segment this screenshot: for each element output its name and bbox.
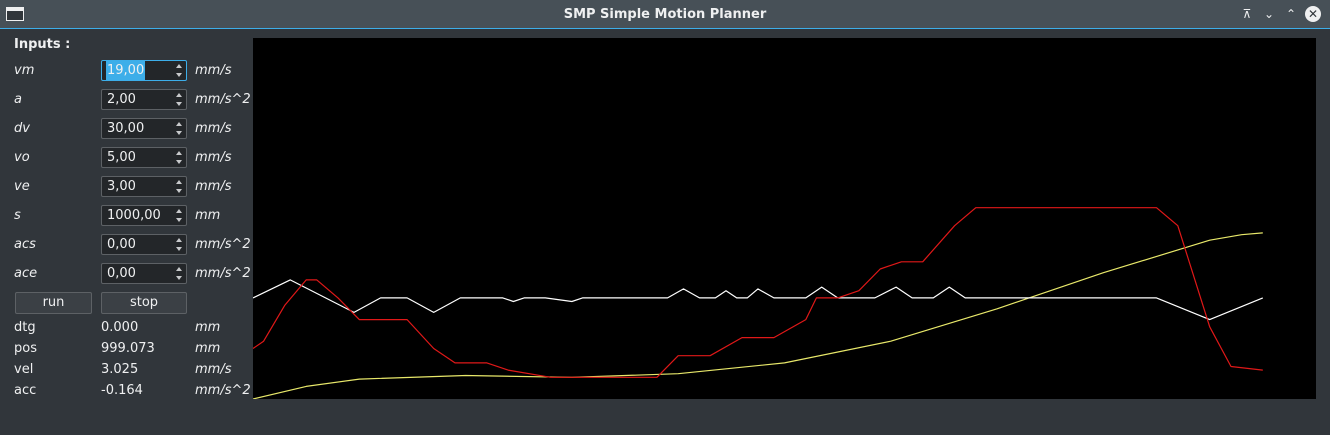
param-name-ve: ve bbox=[14, 179, 30, 194]
titlebar: SMP Simple Motion Planner ⊼ ⌄ ⌃ ✕ bbox=[0, 0, 1330, 29]
a-value: 2,00 bbox=[107, 92, 136, 107]
param-unit-vo: mm/s bbox=[195, 150, 232, 165]
keep-above-icon[interactable]: ⊼ bbox=[1242, 7, 1252, 21]
dv-spinbox[interactable]: 30,00 bbox=[101, 118, 187, 139]
param-unit-s: mm bbox=[195, 208, 221, 223]
param-unit-dv: mm/s bbox=[195, 121, 232, 136]
output-name-pos: pos bbox=[14, 341, 37, 356]
param-name-acs: acs bbox=[14, 237, 36, 252]
spin-arrows-icon[interactable] bbox=[175, 208, 184, 223]
output-unit-acc: mm/s^2 bbox=[195, 383, 251, 398]
spin-arrows-icon[interactable] bbox=[175, 150, 184, 165]
ve-value: 3,00 bbox=[107, 179, 136, 194]
velocity-curve bbox=[253, 207, 1263, 378]
ve-spinbox[interactable]: 3,00 bbox=[101, 176, 187, 197]
output-name-acc: acc bbox=[14, 383, 37, 398]
maximize-icon[interactable]: ⌃ bbox=[1285, 7, 1297, 21]
dv-value: 30,00 bbox=[107, 121, 145, 136]
motion-plot bbox=[253, 38, 1316, 399]
param-unit-a: mm/s^2 bbox=[195, 92, 251, 107]
spin-arrows-icon[interactable] bbox=[175, 179, 184, 194]
param-unit-vm: mm/s bbox=[195, 63, 232, 78]
plot-canvas bbox=[253, 207, 1264, 399]
output-name-vel: vel bbox=[14, 362, 34, 377]
vo-value: 5,00 bbox=[107, 150, 136, 165]
acceleration-curve bbox=[253, 279, 1264, 321]
s-value: 1000,00 bbox=[107, 208, 161, 223]
spin-arrows-icon[interactable] bbox=[175, 266, 184, 281]
spin-arrows-icon[interactable] bbox=[175, 121, 184, 136]
acs-value: 0,00 bbox=[107, 237, 136, 252]
param-name-a: a bbox=[14, 92, 22, 107]
output-unit-vel: mm/s bbox=[195, 362, 232, 377]
minimize-icon[interactable]: ⌄ bbox=[1263, 7, 1275, 21]
param-unit-ve: mm/s bbox=[195, 179, 232, 194]
position-curve bbox=[253, 232, 1263, 399]
a-spinbox[interactable]: 2,00 bbox=[101, 89, 187, 110]
inputs-heading: Inputs : bbox=[14, 37, 71, 52]
ace-value: 0,00 bbox=[107, 266, 136, 281]
vo-spinbox[interactable]: 5,00 bbox=[101, 147, 187, 168]
window-title: SMP Simple Motion Planner bbox=[563, 7, 767, 22]
vm-spinbox[interactable]: 19,00 bbox=[101, 60, 187, 81]
stop-button[interactable]: stop bbox=[101, 292, 187, 314]
acs-spinbox[interactable]: 0,00 bbox=[101, 234, 187, 255]
param-unit-ace: mm/s^2 bbox=[195, 266, 251, 281]
run-button[interactable]: run bbox=[15, 292, 92, 314]
param-name-s: s bbox=[14, 208, 21, 223]
param-name-vm: vm bbox=[14, 63, 35, 78]
output-value-dtg: 0.000 bbox=[101, 320, 139, 335]
output-value-acc: -0.164 bbox=[101, 383, 143, 398]
app-menu-icon[interactable] bbox=[6, 7, 24, 21]
vm-value: 19,00 bbox=[106, 61, 146, 80]
output-name-dtg: dtg bbox=[14, 320, 36, 335]
s-spinbox[interactable]: 1000,00 bbox=[101, 205, 187, 226]
param-unit-acs: mm/s^2 bbox=[195, 237, 251, 252]
spin-arrows-icon[interactable] bbox=[175, 92, 184, 107]
spin-arrows-icon[interactable] bbox=[175, 237, 184, 252]
output-value-vel: 3.025 bbox=[101, 362, 139, 377]
output-unit-pos: mm bbox=[195, 341, 221, 356]
ace-spinbox[interactable]: 0,00 bbox=[101, 263, 187, 284]
close-icon[interactable]: ✕ bbox=[1305, 6, 1321, 22]
param-name-dv: dv bbox=[14, 121, 30, 136]
output-value-pos: 999.073 bbox=[101, 341, 155, 356]
param-name-vo: vo bbox=[14, 150, 30, 165]
spin-arrows-icon[interactable] bbox=[175, 63, 184, 78]
param-name-ace: ace bbox=[14, 266, 38, 281]
output-unit-dtg: mm bbox=[195, 320, 221, 335]
